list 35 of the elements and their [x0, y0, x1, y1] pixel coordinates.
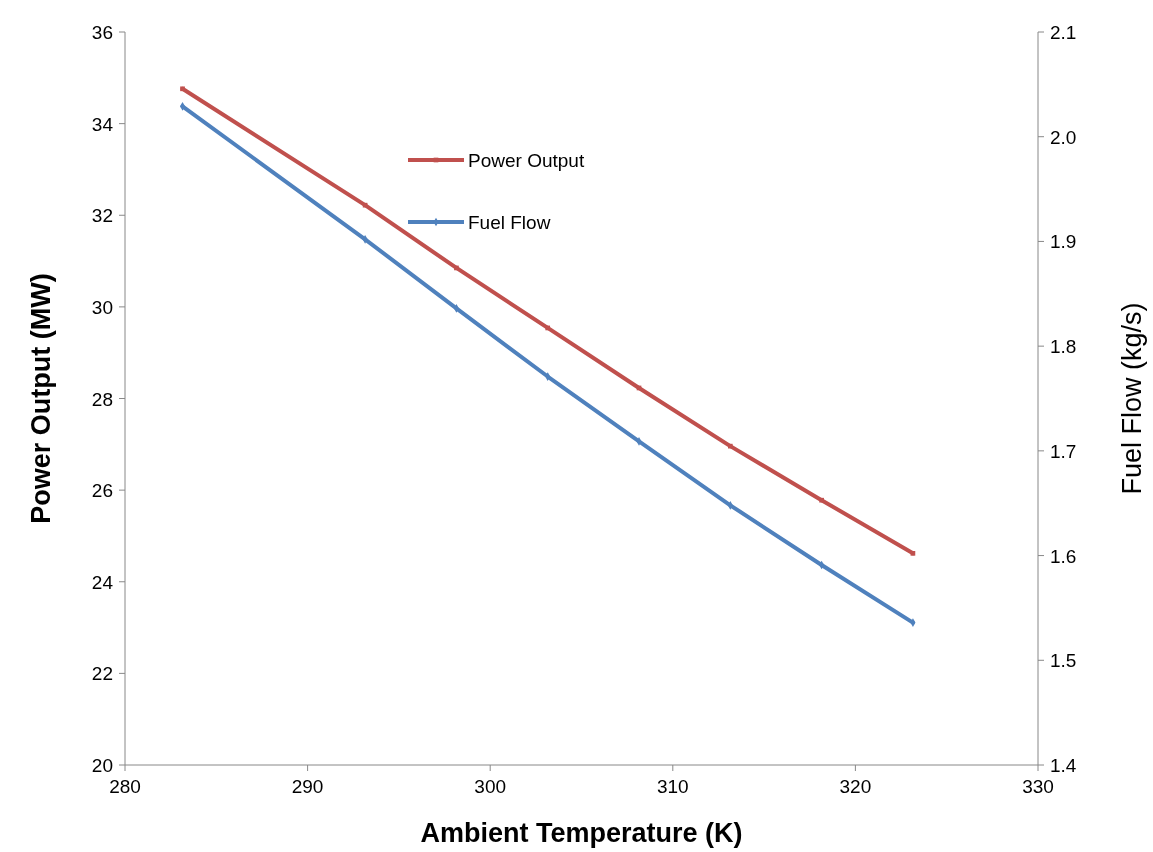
y2-tick-label: 1.6 [1050, 545, 1077, 567]
legend-label: Fuel Flow [468, 212, 551, 233]
y-tick-label: 36 [91, 22, 113, 43]
y2-tick-label: 2.1 [1050, 22, 1077, 43]
point [727, 443, 733, 449]
x-tick-label: 320 [839, 776, 872, 797]
y-tick-label: 28 [91, 388, 113, 410]
y-tick-label: 26 [91, 480, 113, 502]
y-axis-title: Power Output (MW) [26, 273, 56, 524]
y2-tick-label: 1.8 [1050, 336, 1077, 358]
y-tick-label: 22 [91, 663, 113, 685]
x-tick-label: 300 [474, 776, 507, 797]
point [545, 325, 551, 331]
y-tick-label: 20 [91, 755, 113, 776]
y-tick-label: 34 [91, 113, 114, 135]
x-tick-label: 290 [291, 776, 324, 797]
point [910, 551, 916, 556]
y2-tick-label: 1.5 [1050, 650, 1077, 672]
y-tick-label: 24 [91, 571, 114, 593]
y-tick-label: 30 [91, 296, 113, 318]
x-axis-title: Ambient Temperature (K) [420, 818, 743, 848]
point [454, 265, 459, 271]
y2-axis-title: Fuel Flow (kg/s) [1117, 302, 1147, 495]
y2-tick-label: 1.9 [1050, 231, 1077, 253]
point [362, 202, 368, 208]
legend-label: Power Output [468, 150, 585, 171]
point [819, 497, 824, 503]
x-tick-label: 280 [109, 776, 141, 797]
y2-tick-label: 1.4 [1050, 755, 1077, 776]
y2-tick-label: 1.7 [1050, 440, 1077, 462]
y-tick-label: 32 [91, 205, 113, 227]
x-tick-label: 330 [1022, 776, 1054, 797]
y2-tick-label: 2.0 [1050, 126, 1077, 148]
point [180, 86, 185, 92]
x-tick-label: 310 [656, 776, 689, 797]
